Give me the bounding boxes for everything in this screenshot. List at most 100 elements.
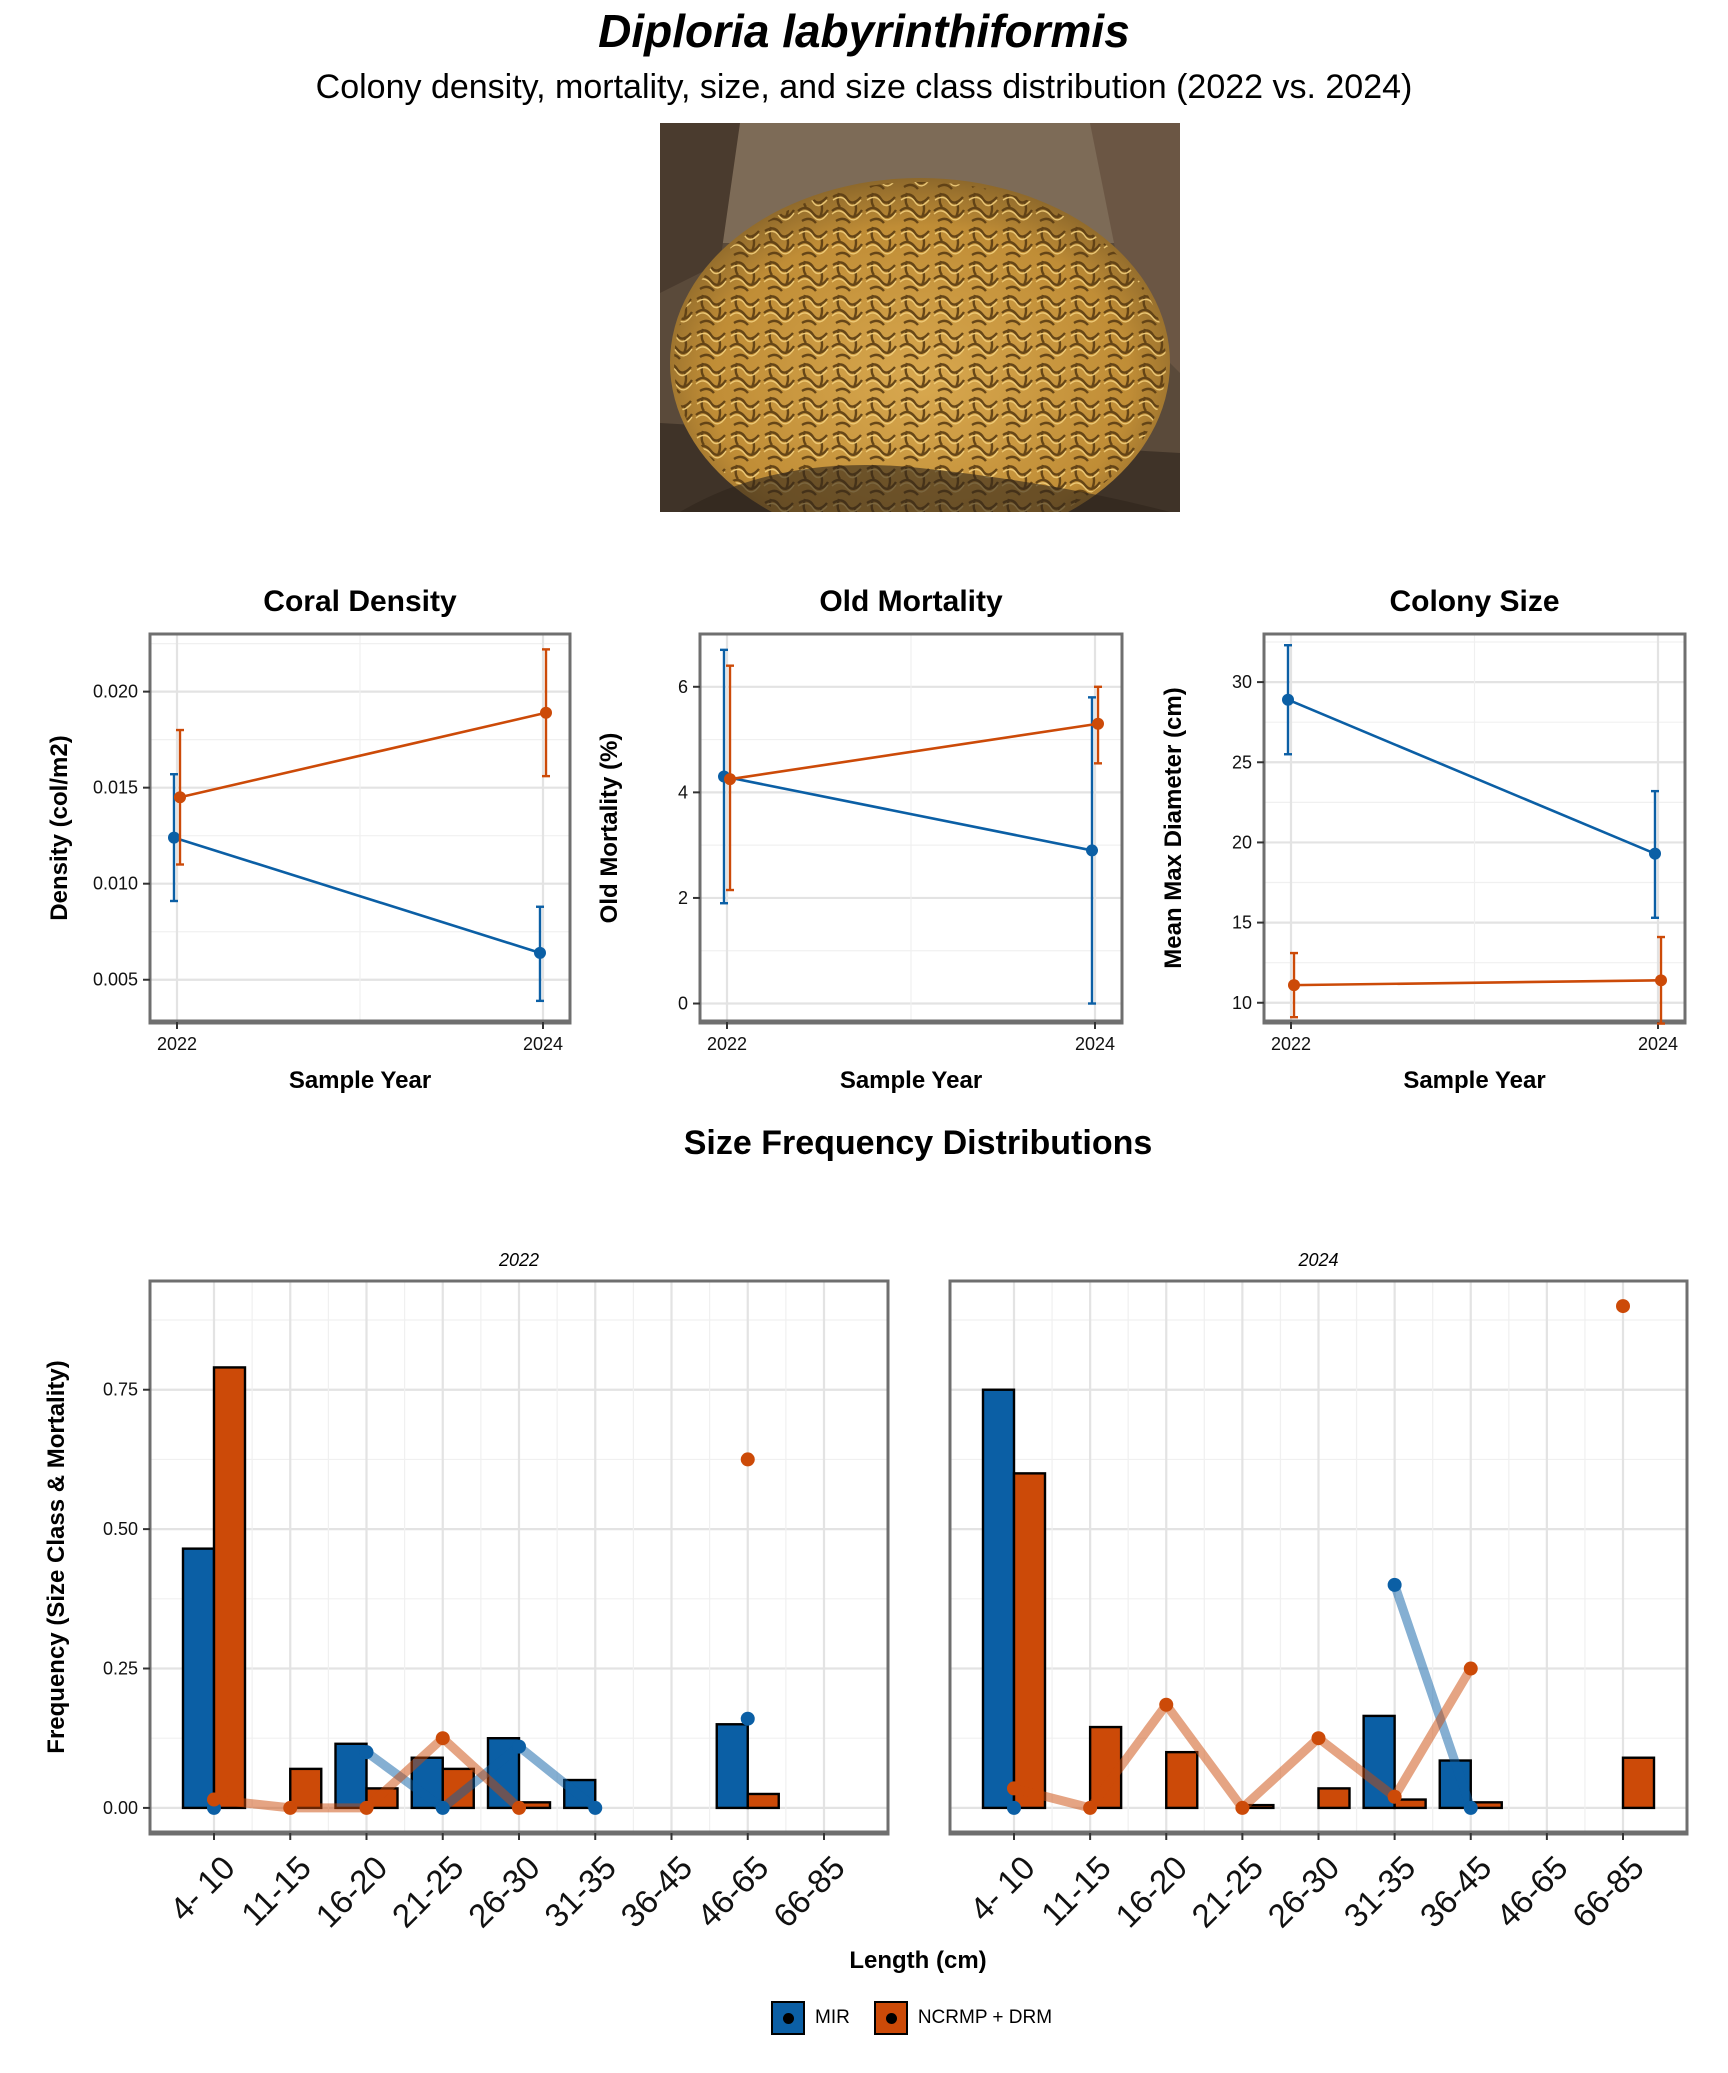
- mortality-point: [435, 1800, 450, 1815]
- x-tick-label: 31-35: [1337, 1849, 1423, 1935]
- data-point: [724, 773, 736, 786]
- mortality-point: [1311, 1731, 1326, 1746]
- y-tick-label: 30: [1232, 672, 1252, 692]
- mortality-point: [359, 1800, 374, 1815]
- data-point: [1282, 693, 1294, 706]
- x-axis-title: Sample Year: [1403, 1067, 1545, 1094]
- legend-key-ncrmp: [873, 2001, 908, 2035]
- mortality-point: [1235, 1800, 1250, 1815]
- legend-key-mir: [771, 2001, 805, 2035]
- bar-panel-4: 2024 4- 1011-1516-2021-2526-3031-3536-454…: [948, 1250, 1689, 1935]
- y-tick-label: 4: [678, 782, 688, 802]
- x-tick-label: 16-20: [1108, 1849, 1194, 1935]
- panel-title: Colony Size: [1389, 585, 1559, 618]
- y-tick-label: 20: [1232, 832, 1252, 852]
- legend: MIR NCRMP + DRM: [0, 1998, 1728, 2038]
- x-tick-label: 4- 10: [962, 1849, 1041, 1928]
- bar: [1621, 1756, 1656, 1810]
- mortality-point: [1159, 1697, 1174, 1712]
- line-panel-2: 10 15 20 25 30 2022 2024 Colony Size Sample Year…: [1160, 585, 1687, 1094]
- x-tick-label: 21-25: [1184, 1849, 1270, 1935]
- mortality-point: [1463, 1661, 1478, 1676]
- mortality-point: [1463, 1800, 1478, 1815]
- x-tick-label: 2022: [157, 1034, 197, 1054]
- x-tick-label: 11-15: [1034, 1849, 1118, 1933]
- x-tick-label: 66-85: [1565, 1849, 1651, 1935]
- y-tick-label: 0.005: [93, 970, 138, 990]
- data-point: [534, 946, 546, 959]
- bar: [212, 1366, 247, 1810]
- x-tick-label: 2024: [1075, 1034, 1115, 1054]
- y-tick-label: 0.00: [103, 1798, 138, 1818]
- y-tick-label: 10: [1232, 993, 1252, 1013]
- panel-strip-label: 2024: [1297, 1250, 1338, 1270]
- x-tick-label: 16-20: [308, 1849, 394, 1935]
- y-tick-label: 25: [1232, 752, 1252, 772]
- bar: [1165, 1750, 1199, 1810]
- x-tick-label: 46-65: [1489, 1849, 1575, 1935]
- legend-label-mir: MIR: [815, 2007, 850, 2028]
- data-point: [1655, 974, 1667, 987]
- x-tick-label: 26-30: [461, 1849, 547, 1935]
- data-point: [1649, 847, 1661, 860]
- x-tick-label: 21-25: [385, 1849, 471, 1935]
- y-tick-label: 0.25: [103, 1659, 138, 1679]
- mortality-point: [1083, 1800, 1098, 1815]
- legend-item-mir: MIR: [771, 2001, 850, 2035]
- x-tick-label: 2024: [523, 1034, 563, 1054]
- x-tick-label: 2024: [1638, 1034, 1678, 1054]
- data-point: [168, 831, 180, 844]
- x-axis-title-size-freq: Length (cm): [849, 1947, 986, 1974]
- series-line: [729, 722, 1099, 781]
- x-tick-label: 11-15: [234, 1849, 318, 1933]
- series-line: [179, 711, 547, 799]
- x-tick-label: 2022: [707, 1034, 747, 1054]
- mortality-point: [435, 1731, 450, 1746]
- y-tick-label: 0.50: [103, 1519, 138, 1539]
- bar: [289, 1767, 323, 1810]
- legend-label-ncrmp: NCRMP + DRM: [917, 2007, 1053, 2028]
- bar: [746, 1792, 780, 1810]
- series-line: [1293, 979, 1662, 987]
- y-tick-label: 15: [1232, 913, 1252, 933]
- mortality-point: [1387, 1577, 1402, 1592]
- line-panel-1: 0 2 4 6 2022 2024 Old Mortality Sample Year Old …: [596, 585, 1124, 1094]
- mortality-point: [588, 1800, 603, 1815]
- mortality-point: [512, 1800, 526, 1815]
- panel-strip-label: 2022: [498, 1250, 539, 1270]
- coral-photo: [660, 123, 1180, 512]
- mortality-point: [207, 1792, 221, 1807]
- x-tick-label: 36-45: [1413, 1849, 1499, 1935]
- main-title: Diploria labyrinthiformis: [598, 5, 1130, 57]
- y-tick-label: 0.015: [93, 778, 138, 798]
- y-axis-title: Mean Max Diameter (cm): [1160, 687, 1187, 968]
- series-line: [723, 775, 1093, 852]
- y-tick-label: 0: [678, 994, 688, 1014]
- mortality-point: [1007, 1800, 1021, 1815]
- y-tick-label: 6: [678, 677, 688, 697]
- data-point: [1086, 844, 1098, 857]
- x-tick-label: 4- 10: [162, 1849, 241, 1928]
- y-tick-label: 0.010: [93, 874, 138, 894]
- mortality-point: [740, 1452, 755, 1467]
- data-point: [540, 706, 552, 719]
- bar: [334, 1742, 368, 1810]
- mortality-point: [283, 1800, 298, 1815]
- data-point: [1288, 979, 1300, 992]
- bar: [181, 1547, 216, 1810]
- panel-title: Coral Density: [263, 585, 457, 618]
- x-axis-title: Sample Year: [840, 1067, 982, 1094]
- bar-panel-3: 2022 0.00 0.25 0.50 0.75 Frequency (Size Clas…: [43, 1250, 890, 1934]
- x-tick-label: 2022: [1271, 1034, 1311, 1054]
- y-axis-title: Frequency (Size Class & Mortality): [43, 1360, 70, 1753]
- y-tick-label: 2: [678, 888, 688, 908]
- mortality-line: [1390, 1580, 1476, 1813]
- panel-title: Old Mortality: [819, 585, 1003, 618]
- legend-item-ncrmp: NCRMP + DRM: [873, 2001, 1053, 2035]
- data-point: [174, 791, 186, 804]
- x-tick-label: 36-45: [613, 1849, 699, 1935]
- bar: [981, 1388, 1016, 1810]
- mortality-point: [1616, 1299, 1630, 1314]
- bar: [1317, 1787, 1351, 1810]
